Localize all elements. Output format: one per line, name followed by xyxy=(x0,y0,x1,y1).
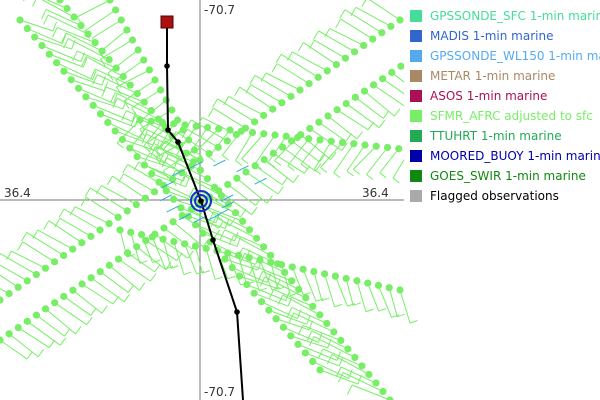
legend-swatch xyxy=(410,130,422,142)
legend-item[interactable]: TTUHRT 1-min marine xyxy=(404,126,562,146)
storm-track xyxy=(164,22,244,400)
legend-swatch xyxy=(410,70,422,82)
observation-layer xyxy=(0,0,449,400)
legend-item[interactable]: Flagged observations xyxy=(404,186,559,206)
legend-swatch xyxy=(410,30,422,42)
legend-item[interactable]: SFMR_AFRC adjusted to sfc xyxy=(404,106,593,126)
legend-label: SFMR_AFRC adjusted to sfc xyxy=(430,109,593,123)
legend-label: GPSSONDE_SFC 1-min marine xyxy=(430,9,600,23)
legend-label: GPSSONDE_WL150 1-min marine xyxy=(430,49,600,63)
legend-item[interactable]: MOORED_BUOY 1-min marine xyxy=(404,146,600,166)
legend-swatch xyxy=(410,50,422,62)
legend-swatch xyxy=(410,190,422,202)
legend-label: MOORED_BUOY 1-min marine xyxy=(430,149,600,163)
lat-label-left: 36.4 xyxy=(4,186,31,200)
lon-label-bottom: -70.7 xyxy=(204,385,235,399)
legend-swatch xyxy=(410,110,422,122)
legend-label: ASOS 1-min marine xyxy=(430,89,548,103)
legend-label: METAR 1-min marine xyxy=(430,69,556,83)
concentric-circles-icon[interactable] xyxy=(190,190,212,212)
legend-label: MADIS 1-min marine xyxy=(430,29,554,43)
legend: GPSSONDE_SFC 1-min marine MADIS 1-min mar… xyxy=(404,0,600,220)
legend-item[interactable]: MADIS 1-min marine xyxy=(404,26,553,46)
lon-label-top: -70.7 xyxy=(204,3,235,17)
legend-swatch xyxy=(410,90,422,102)
legend-item[interactable]: GOES_SWIR 1-min marine xyxy=(404,166,586,186)
red-square-icon[interactable] xyxy=(160,15,174,29)
legend-item[interactable]: GPSSONDE_WL150 1-min marine xyxy=(404,46,600,66)
legend-swatch xyxy=(410,10,422,22)
legend-item[interactable]: ASOS 1-min marine xyxy=(404,86,547,106)
legend-label: GOES_SWIR 1-min marine xyxy=(430,169,586,183)
legend-label: TTUHRT 1-min marine xyxy=(430,129,562,143)
legend-swatch xyxy=(410,170,422,182)
legend-swatch xyxy=(410,150,422,162)
legend-item[interactable]: METAR 1-min marine xyxy=(404,66,555,86)
lat-label-right: 36.4 xyxy=(362,186,389,200)
legend-item[interactable]: GPSSONDE_SFC 1-min marine xyxy=(404,6,600,26)
legend-label: Flagged observations xyxy=(430,189,559,203)
